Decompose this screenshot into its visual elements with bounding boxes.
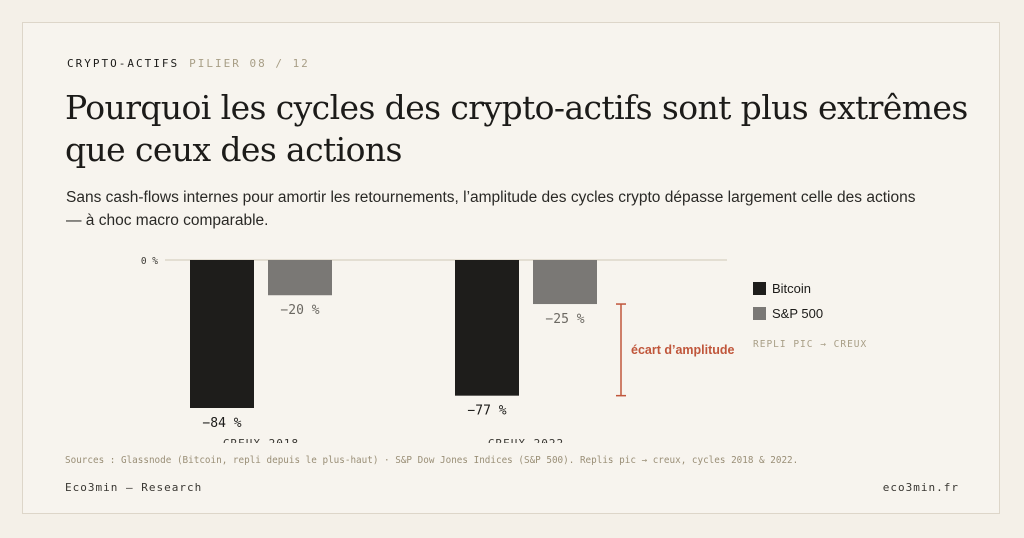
sources-note: Sources : Glassnode (Bitcoin, repli depu… bbox=[65, 455, 799, 466]
bar-sp500-1 bbox=[268, 260, 332, 296]
data-label-bitcoin-2: −77 % bbox=[467, 404, 506, 419]
annotation-label: écart d’amplitude bbox=[631, 343, 735, 357]
x-tick-label-1: CREUX 2018 bbox=[223, 437, 299, 443]
legend-note: REPLI PIC → CREUX bbox=[753, 339, 867, 350]
data-label-sp500-2: −25 % bbox=[545, 312, 584, 327]
legend-label-sp500: S&P 500 bbox=[772, 306, 823, 321]
bar-chart: 0 % −84 % −20 % CREUX 2018 −77 % −25 % CREUX 2… bbox=[141, 256, 867, 443]
x-tick-label-2: CREUX 2022 bbox=[488, 437, 564, 443]
bar-bitcoin-2 bbox=[455, 260, 519, 396]
footer-url: eco3min.fr bbox=[882, 481, 959, 494]
page-title: Pourquoi les cycles des crypto-actifs so… bbox=[65, 88, 968, 169]
bar-bitcoin-1 bbox=[190, 260, 254, 408]
bar-sp500-2 bbox=[533, 260, 597, 305]
legend-swatch-sp500 bbox=[753, 307, 766, 320]
footer-brand: Eco3min — Research bbox=[65, 481, 203, 494]
page-subtitle: Sans cash-flows internes pour amortir le… bbox=[66, 189, 916, 229]
kicker-pillar: PILIER 08 / 12 bbox=[189, 57, 310, 70]
data-label-sp500-1: −20 % bbox=[280, 303, 319, 318]
legend-label-bitcoin: Bitcoin bbox=[772, 281, 811, 296]
card: CRYPTO-ACTIFS PILIER 08 / 12 Pourquoi les… bbox=[22, 22, 1000, 514]
kicker-category: CRYPTO-ACTIFS bbox=[67, 57, 180, 70]
kicker: CRYPTO-ACTIFS PILIER 08 / 12 bbox=[67, 57, 310, 70]
y-tick-label: 0 % bbox=[141, 256, 158, 267]
data-label-bitcoin-1: −84 % bbox=[202, 416, 241, 431]
legend-swatch-bitcoin bbox=[753, 282, 766, 295]
